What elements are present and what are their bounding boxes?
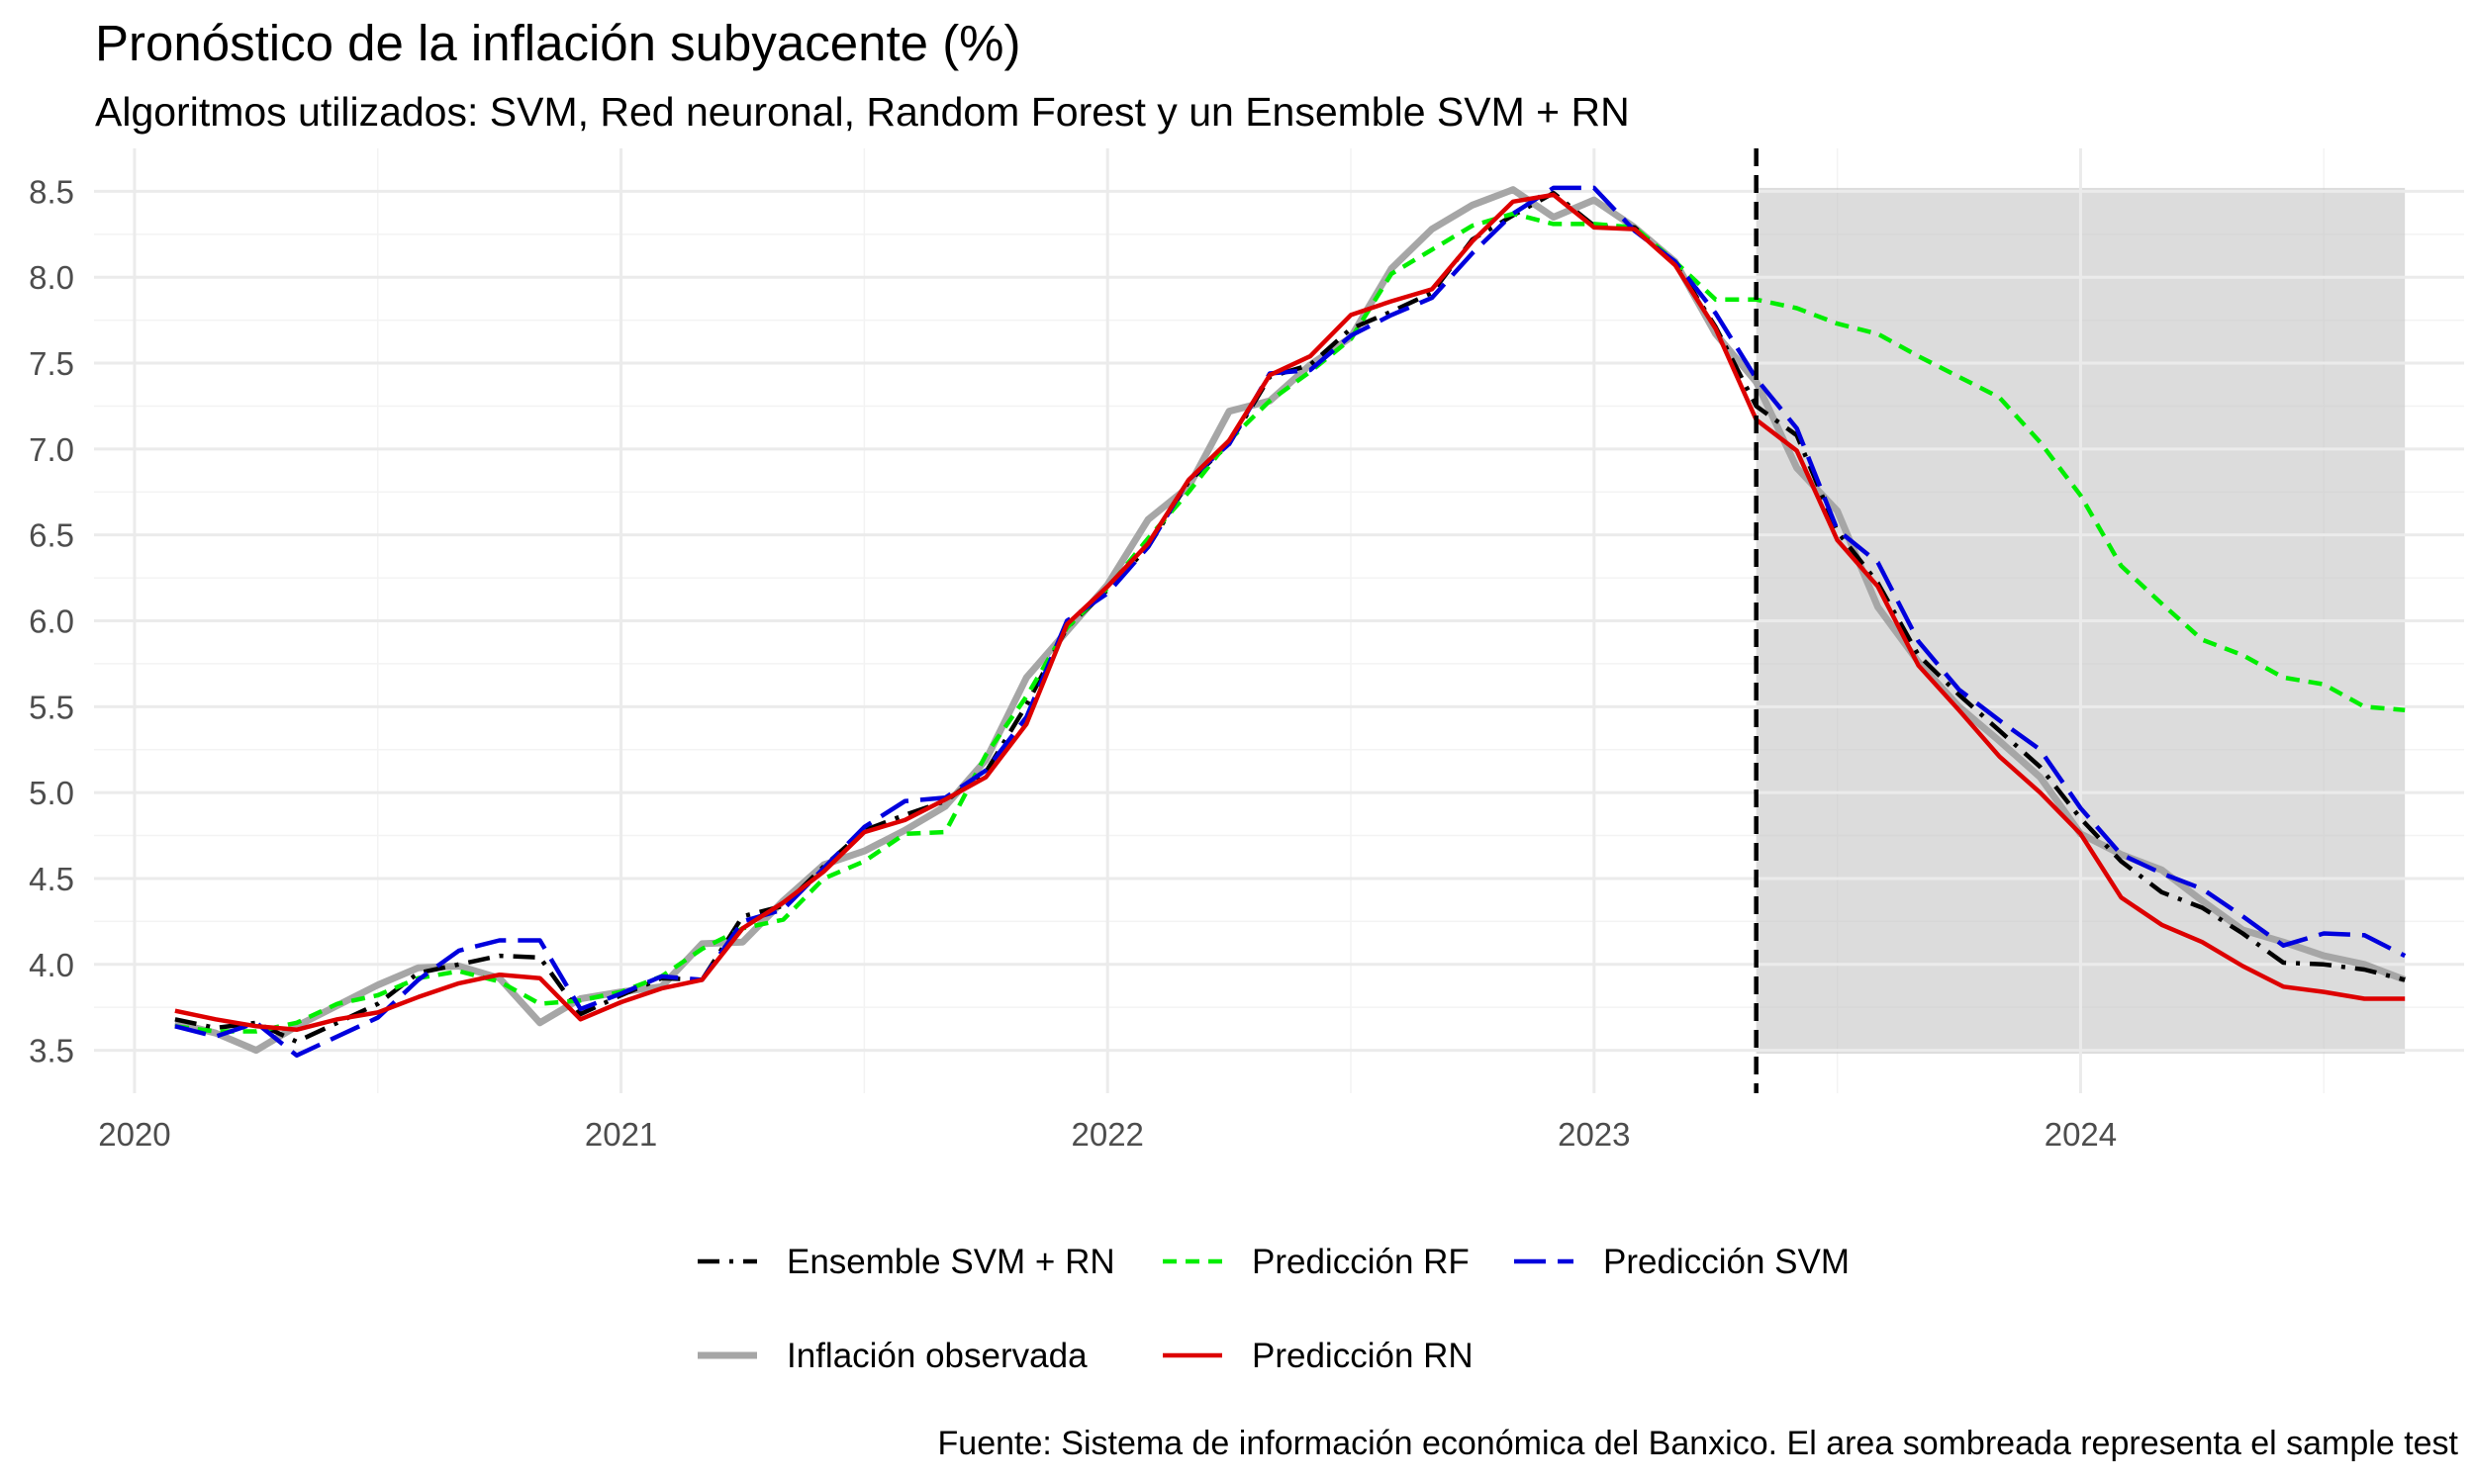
chart-subtitle: Algoritmos utilizados: SVM, Red neuronal…	[95, 89, 1630, 135]
y-tick-label-0: 3.5	[29, 1033, 74, 1069]
x-tick-label-0: 2020	[98, 1116, 170, 1153]
legend-label-3: Inflación observada	[787, 1337, 1088, 1375]
series-line-3	[174, 185, 2407, 1059]
x-tick-label-4: 2024	[2045, 1116, 2117, 1153]
major-gridlines	[94, 148, 2464, 1093]
y-tick-label-9: 8.0	[29, 259, 74, 296]
series-line-2	[174, 211, 2406, 1034]
y-tick-label-2: 4.5	[29, 861, 74, 897]
y-tick-label-3: 5.0	[29, 775, 74, 811]
y-axis-tick-labels: 3.5 4.0 4.5 5.0 5.5 6.0 6.5 7.0 7.5 8.0 8.5	[29, 173, 74, 1068]
chart-title: Pronóstico de la inflación subyacente (%…	[95, 15, 1021, 71]
legend-label-1: Predicción RF	[1252, 1243, 1470, 1281]
legend-label-4: Predicción RN	[1252, 1337, 1474, 1375]
y-tick-label-6: 6.5	[29, 517, 74, 554]
y-tick-label-4: 5.5	[29, 689, 74, 725]
legend: Ensemble SVM + RN Predicción RF Predicción…	[698, 1243, 1850, 1375]
y-tick-label-8: 7.5	[29, 345, 74, 382]
y-tick-label-1: 4.0	[29, 947, 74, 983]
y-tick-label-5: 6.0	[29, 603, 74, 640]
x-axis-tick-labels: 2020 2021 2022 2023 2024	[98, 1116, 2117, 1153]
y-tick-label-7: 7.0	[29, 431, 74, 468]
x-tick-label-1: 2021	[585, 1116, 657, 1153]
x-tick-label-2: 2022	[1071, 1116, 1143, 1153]
series-line-4	[174, 192, 2406, 1033]
legend-label-2: Predicción SVM	[1603, 1243, 1850, 1281]
x-tick-label-3: 2023	[1558, 1116, 1630, 1153]
legend-label-0: Ensemble SVM + RN	[787, 1243, 1115, 1281]
chart-caption: Fuente: Sistema de información económica…	[937, 1425, 2458, 1462]
series-line-0	[174, 186, 2407, 1055]
y-tick-label-10: 8.5	[29, 173, 74, 210]
series-lines	[174, 185, 2407, 1059]
